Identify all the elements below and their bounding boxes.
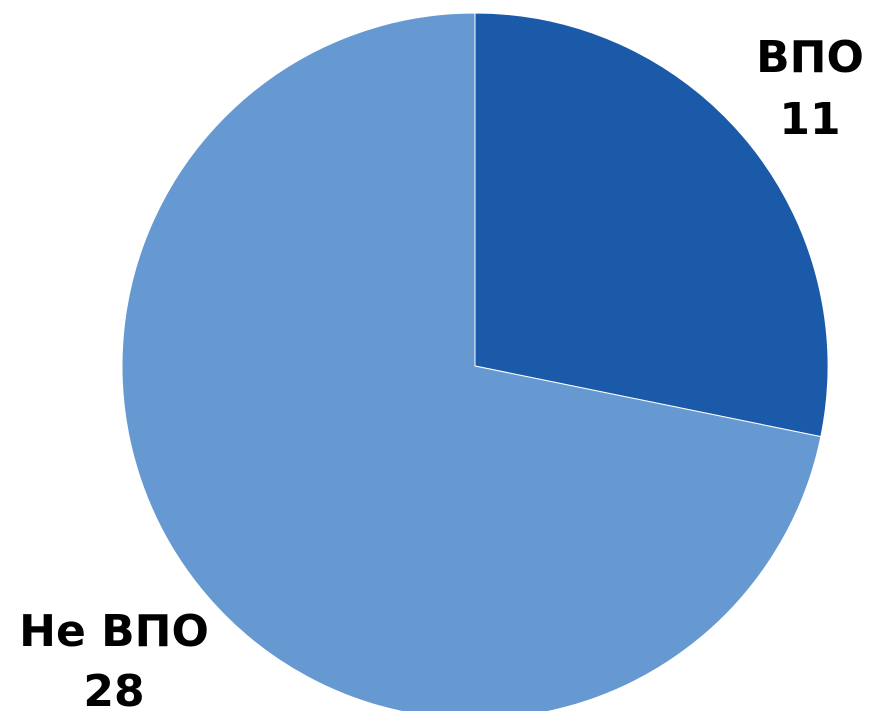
slice-label-category: Не ВПО: [19, 606, 209, 657]
slice-label-category: ВПО: [756, 32, 864, 83]
pie-slice-vpo: [474, 12, 829, 438]
pie-slice-ne-vpo: [121, 12, 822, 715]
slice-label-value: 11: [779, 94, 840, 145]
pie-slices: [121, 12, 829, 715]
slice-label-value: 28: [83, 666, 144, 711]
pie-data-labels: ВПО 11 Не ВПО 28: [19, 32, 864, 715]
